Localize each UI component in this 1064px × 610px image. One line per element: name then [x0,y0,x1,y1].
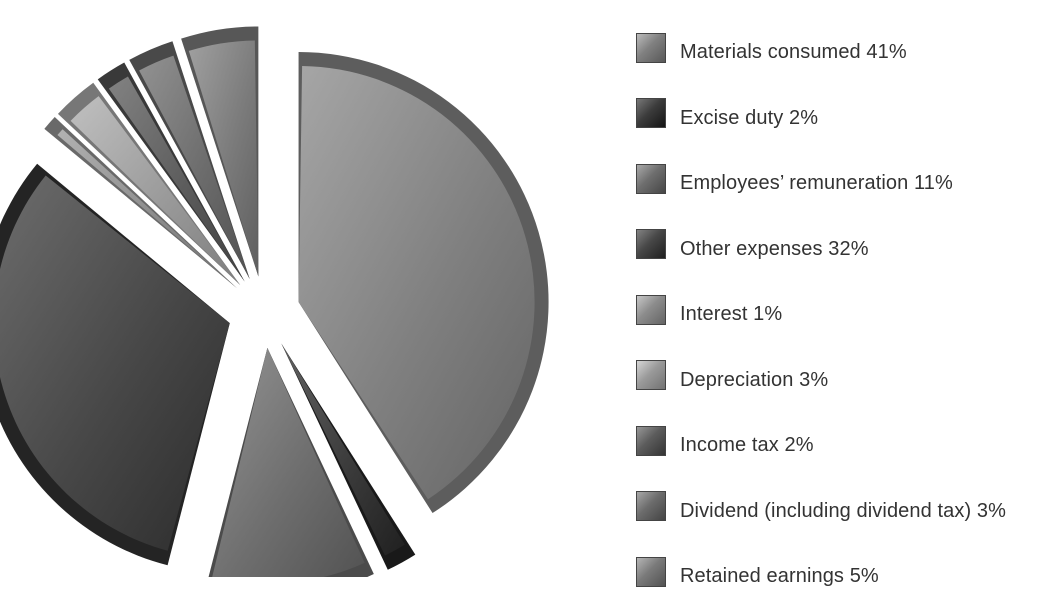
legend-swatch [636,360,666,391]
pie-slice-face [298,65,535,500]
legend-label: Employees’ remuneration 11% [680,172,953,195]
pie-slice-face [108,76,245,282]
legend-item: Excise duty 2% [636,86,1006,152]
pie-slice-face [0,175,230,551]
legend-item: Income tax 2% [636,413,1006,479]
legend-swatch [636,425,666,456]
legend-label: Income tax 2% [680,434,814,457]
pie-slice [57,82,241,286]
pie-slice [281,343,416,570]
legend-label: Dividend (including dividend tax) 3% [680,499,1007,522]
legend-item: Dividend (including dividend tax) 3% [636,479,1006,545]
pie-slice-face [70,96,241,285]
legend-item: Materials consumed 41% [636,20,1006,86]
pie-slice [0,163,230,566]
pie-slice [181,26,259,277]
legend-swatch [636,491,666,522]
legend-label: Other expenses 32% [680,237,869,260]
pie-chart [0,26,549,577]
legend-label: Depreciation 3% [680,368,829,391]
chart-legend: Materials consumed 41% Excise duty 2% Empl… [636,20,1006,610]
pie-slice-face [57,129,238,289]
legend-item: Depreciation 3% [636,348,1006,414]
legend-label: Interest 1% [680,303,783,326]
legend-swatch [636,294,666,325]
legend-swatch [636,98,666,129]
pie-slice [208,347,374,577]
legend-swatch [636,229,666,260]
legend-label: Excise duty 2% [680,106,819,129]
pie-slice-face [188,40,259,277]
pie-slice [44,117,238,289]
pie-slice [129,41,250,279]
pie-slice [298,51,549,514]
legend-swatch [636,556,666,587]
legend-item: Interest 1% [636,282,1006,348]
pie-slice-face [139,55,250,279]
legend-item: Employees’ remuneration 11% [636,151,1006,217]
legend-label: Materials consumed 41% [680,41,907,64]
legend-swatch [636,32,666,63]
legend-item: Other expenses 32% [636,217,1006,283]
legend-swatch [636,163,666,194]
pie-slice-face [281,343,405,556]
pie-slice-face [212,347,365,577]
pie-slice [97,62,245,282]
